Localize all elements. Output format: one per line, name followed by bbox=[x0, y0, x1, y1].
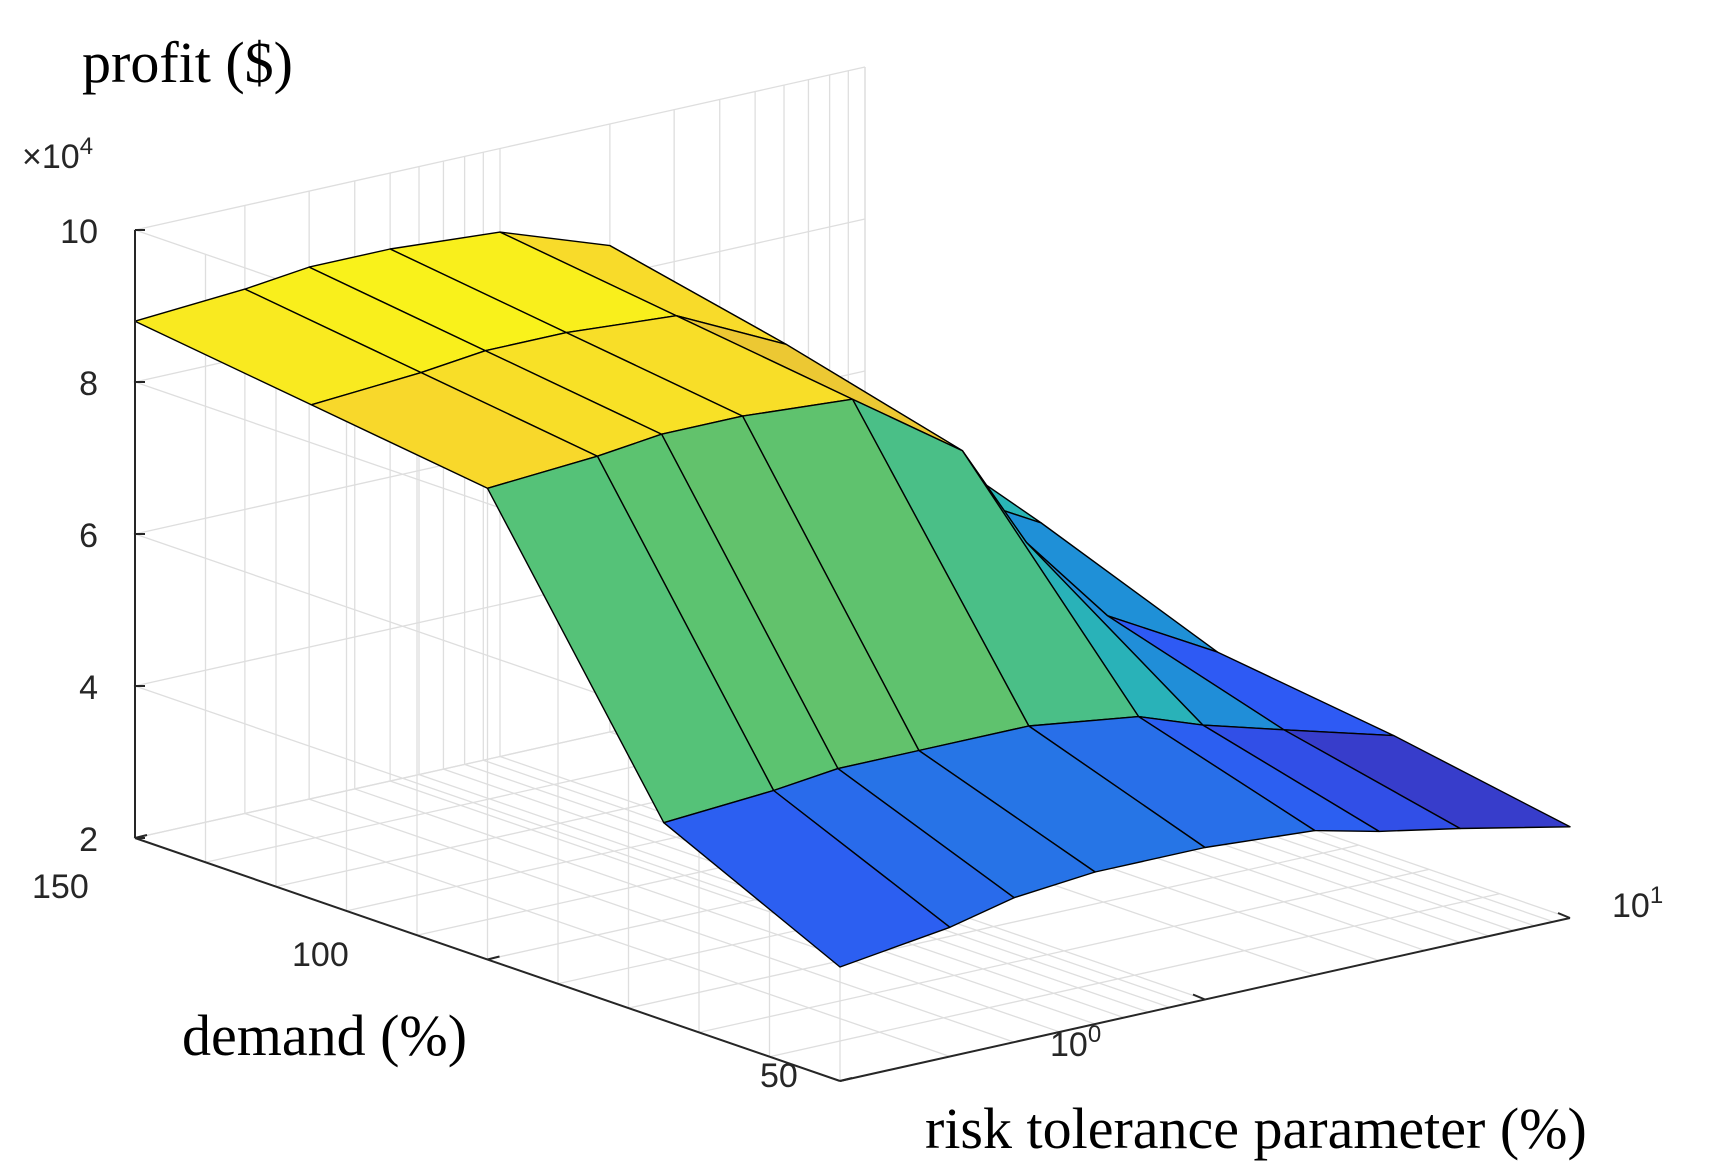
demand-tick-mark bbox=[134, 834, 148, 839]
grid-line bbox=[769, 893, 1500, 1058]
demand-tick-label: 150 bbox=[32, 868, 89, 906]
z-tick-label: 8 bbox=[79, 365, 98, 403]
risk-tick-label: 100 bbox=[1050, 1021, 1101, 1064]
demand-tick-mark bbox=[487, 955, 500, 961]
risk-tick-label: 101 bbox=[1612, 882, 1663, 925]
z-tick-label: 10 bbox=[60, 213, 98, 251]
z-exponent-label: ×104 bbox=[22, 133, 93, 176]
z-axis-title: profit ($) bbox=[82, 30, 293, 95]
surface-plot bbox=[134, 231, 1571, 968]
risk-tick-mark bbox=[1557, 912, 1571, 919]
grid-line bbox=[628, 844, 1359, 1009]
z-tick-label: 2 bbox=[79, 821, 98, 859]
demand-tick-label: 50 bbox=[760, 1057, 798, 1095]
surface-patch bbox=[663, 789, 951, 968]
z-tick-label: 4 bbox=[79, 669, 98, 707]
grid-line bbox=[698, 868, 1430, 1034]
risk-tick-mark bbox=[1192, 993, 1206, 1001]
demand-axis-title: demand (%) bbox=[182, 1003, 467, 1068]
risk-axis-title: risk tolerance parameter (%) bbox=[925, 1096, 1587, 1161]
demand-tick-label: 100 bbox=[292, 936, 349, 974]
z-tick-label: 6 bbox=[79, 517, 98, 555]
axes-lines bbox=[134, 229, 1571, 1082]
